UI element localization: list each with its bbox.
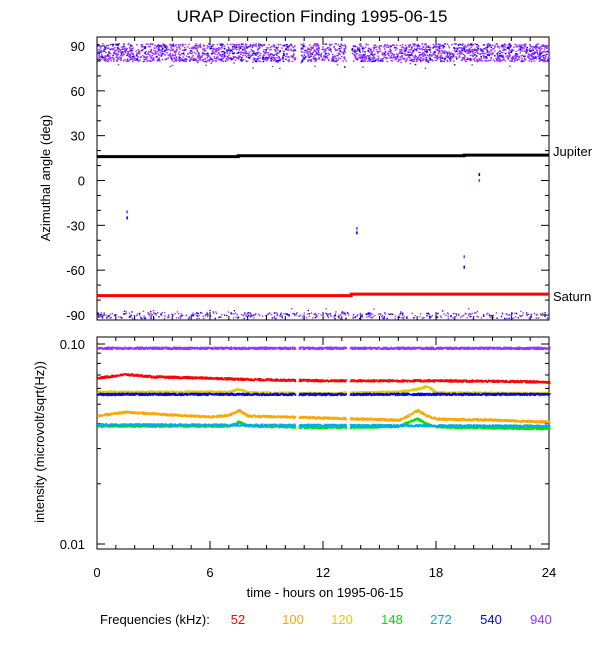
x-tick-label: 18 [429, 565, 443, 580]
legend-item-540: 540 [480, 612, 502, 627]
azimuth-y-tick-label: 60 [71, 84, 85, 99]
azimuth-y-tick-label: -30 [66, 218, 85, 233]
series-line-jupiter [97, 153, 549, 159]
legend-item-272: 272 [430, 612, 452, 627]
intensity-y-tick-label: 0.01 [60, 537, 85, 552]
intensity-series-940 [97, 346, 551, 351]
x-tick-label: 6 [206, 565, 213, 580]
legend-item-148: 148 [381, 612, 403, 627]
intensity-y-tick-label: 0.10 [60, 337, 85, 352]
intensity-series-272 [97, 423, 551, 428]
azimuth-data [97, 43, 551, 320]
isolated-point [356, 226, 358, 230]
x-axis-label: time - hours on 1995-06-15 [247, 585, 404, 600]
frequency-legend: Frequencies (kHz): 52 100 120 148 272 540 940 [100, 612, 552, 627]
azimuth-scatter-north [97, 43, 551, 70]
isolated-point [478, 179, 481, 182]
isolated-point [463, 255, 466, 259]
x-tick-label: 12 [316, 565, 330, 580]
azimuth-y-tick-label: 90 [71, 39, 85, 54]
isolated-point [356, 231, 358, 235]
legend-item-100: 100 [282, 612, 304, 627]
azimuth-scatter-north-blue [97, 43, 549, 68]
azimuth-scatter-south [98, 308, 549, 320]
azimuth-y-tick-label: -90 [66, 308, 85, 323]
x-tick-label: 0 [93, 565, 100, 580]
intensity-axes: 0.10 0.01 0 6 12 18 24 [60, 337, 556, 580]
intensity-panel: 0.10 0.01 0 6 12 18 24 intensity (microvolt/sq… [32, 336, 556, 600]
legend-item-120: 120 [331, 612, 353, 627]
x-tick-label: 24 [542, 565, 556, 580]
intensity-data [97, 346, 551, 431]
azimuth-y-axis: 90 60 30 0 -30 -60 -90 [66, 37, 550, 323]
azimuth-y-tick-label: -60 [66, 263, 85, 278]
isolated-point [126, 216, 128, 220]
azimuth-scatter-south-blue [97, 309, 546, 320]
isolated-point [126, 210, 128, 214]
intensity-series-100 [97, 408, 551, 424]
isolated-point [463, 265, 466, 269]
azimuth-panel: 90 60 30 0 -30 -60 -90 Azimuthal angle (deg) J… [38, 36, 593, 323]
azimuth-plot-frame [96, 36, 550, 321]
azimuth-y-tick-label: 0 [78, 174, 85, 189]
saturn-label: Saturn [553, 289, 591, 304]
legend-item-940: 940 [530, 612, 552, 627]
intensity-y-axis-label: intensity (microvolt/sqrt(Hz)) [32, 361, 47, 523]
jupiter-label: Jupiter [553, 144, 593, 159]
legend-title: Frequencies (kHz): [100, 612, 210, 627]
intensity-plot-frame [96, 336, 550, 550]
intensity-series-540 [97, 392, 551, 397]
azimuth-y-axis-label: Azimuthal angle (deg) [38, 115, 53, 241]
isolated-point [478, 173, 481, 177]
azimuth-y-tick-label: 30 [71, 129, 85, 144]
legend-item-52: 52 [231, 612, 245, 627]
series-line-saturn [97, 292, 549, 298]
intensity-series-52 [97, 373, 551, 384]
chart-title: URAP Direction Finding 1995-06-15 [177, 7, 448, 26]
